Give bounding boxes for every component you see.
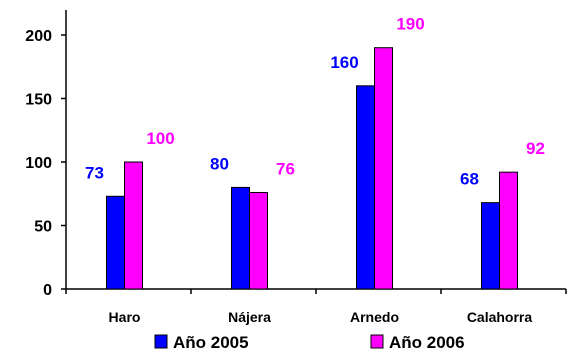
- bar-ano-2006: [374, 47, 393, 290]
- x-category-label: Nájera: [228, 309, 271, 325]
- bar-ano-2005: [231, 186, 250, 290]
- data-label: 190: [396, 15, 424, 34]
- legend: Año 2005 Año 2006: [154, 333, 465, 352]
- bar-ano-2005: [356, 85, 375, 290]
- data-label: 73: [85, 163, 104, 182]
- y-tick-label: 100: [25, 155, 52, 172]
- data-label: 160: [330, 53, 358, 72]
- data-label: 92: [526, 139, 545, 158]
- category-labels: Haro Nájera Arnedo Calahorra: [65, 289, 567, 325]
- y-tick-label: 0: [43, 282, 52, 299]
- data-labels: 73 80 160 68 100 76 190 92: [85, 15, 545, 189]
- y-tick-label: 50: [34, 219, 52, 236]
- bar-ano-2005: [106, 195, 125, 290]
- data-label: 80: [210, 154, 229, 173]
- data-label: 100: [146, 129, 174, 148]
- data-label: 76: [276, 159, 295, 178]
- bar-ano-2005: [481, 202, 500, 290]
- x-category-label: Arnedo: [350, 309, 399, 325]
- y-axis-ticks: 0 50 100 150 200: [25, 28, 66, 299]
- bar-ano-2006: [249, 191, 268, 290]
- legend-label: Año 2005: [173, 333, 249, 352]
- y-tick-label: 150: [25, 92, 52, 109]
- data-label: 68: [460, 170, 479, 189]
- legend-swatch: [370, 334, 384, 349]
- x-category-label: Calahorra: [467, 309, 533, 325]
- legend-swatch: [154, 334, 168, 349]
- x-category-label: Haro: [109, 309, 141, 325]
- y-tick-label: 200: [25, 28, 52, 45]
- bars: [106, 47, 518, 290]
- bar-ano-2006: [124, 161, 143, 290]
- bar-ano-2006: [499, 171, 518, 290]
- legend-label: Año 2006: [389, 333, 465, 352]
